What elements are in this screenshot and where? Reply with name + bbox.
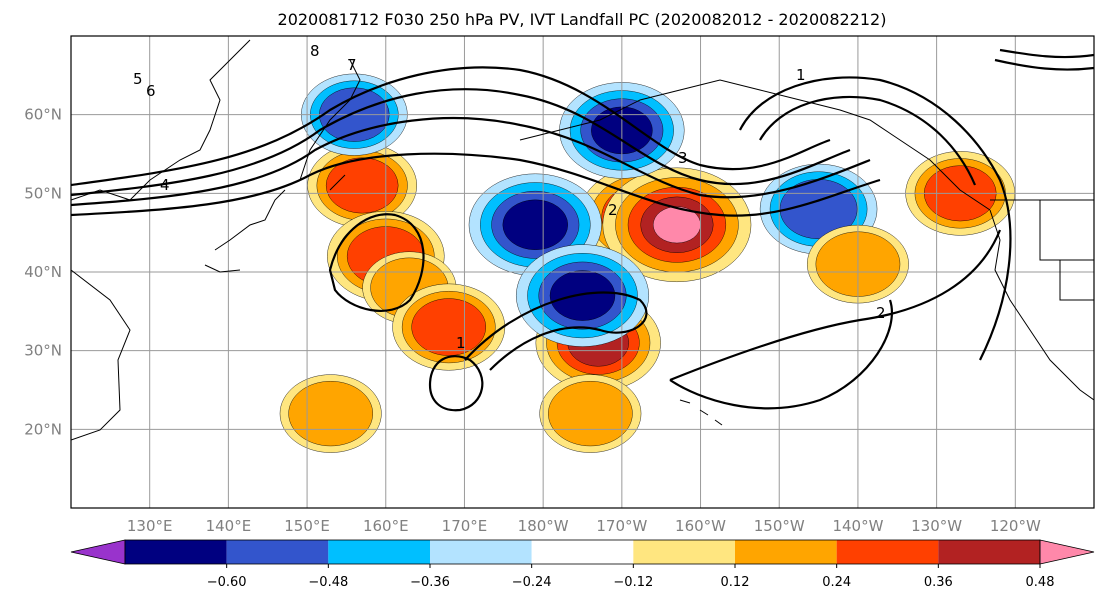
coastline-asia <box>71 39 251 441</box>
pv-anomaly-blob <box>325 157 399 214</box>
coastline-japan <box>204 189 286 273</box>
colorbar-tick-label: 0.36 <box>924 575 953 590</box>
pv-anomaly-blob <box>411 298 486 356</box>
colorbar-tick-label: −0.48 <box>308 575 348 590</box>
contour-label: 1 <box>796 66 806 84</box>
lon-tick-label: 140°E <box>206 517 252 535</box>
contour-jet-2 <box>71 88 851 197</box>
colorbar-tick-label: 0.24 <box>822 575 851 590</box>
lon-tick-label: 130°W <box>911 517 962 535</box>
coastline-hawaii <box>679 399 723 426</box>
lon-tick-label: 120°W <box>990 517 1041 535</box>
ivt-contours <box>71 48 1094 412</box>
lon-tick-label: 130°E <box>127 517 173 535</box>
contour-labels: 8 7 6 5 4 3 2 1 1 2 <box>133 42 886 352</box>
longitude-labels: 130°E 140°E 150°E 160°E 170°E 180°W 170°W 160°W… <box>127 517 1041 535</box>
lon-tick-label: 170°W <box>596 517 647 535</box>
figure-title: 2020081712 F030 250 hPa PV, IVT Landfall… <box>278 10 887 29</box>
pv-anomaly-layer <box>279 73 1016 453</box>
map-frame-border <box>70 35 1095 509</box>
colorbar-extend-low <box>70 539 126 565</box>
lat-tick-label: 50°N <box>24 184 62 202</box>
contour-label: 6 <box>146 82 156 100</box>
colorbar-extend-high <box>1039 539 1095 565</box>
coastline-north-america <box>989 209 1094 401</box>
lon-tick-label: 160°E <box>363 517 409 535</box>
contour-jet-4 <box>71 152 881 217</box>
lon-tick-label: 140°W <box>832 517 883 535</box>
colorbar-tick-label: −0.12 <box>613 575 653 590</box>
contour-typhoon <box>428 355 484 412</box>
lat-tick-label: 20°N <box>24 420 62 438</box>
contour-cutoff-low <box>328 213 425 312</box>
contour-label: 3 <box>678 149 688 167</box>
contour-jet-1 <box>71 66 831 187</box>
colorbar-segment <box>226 540 329 564</box>
colorbar-tick-label: −0.36 <box>410 575 450 590</box>
colorbar-segment <box>836 540 939 564</box>
lon-tick-label: 160°W <box>675 517 726 535</box>
graticule <box>71 36 1094 508</box>
contour-east-pacific <box>669 229 1002 410</box>
coastline-alaska <box>519 79 991 211</box>
colorbar-segment <box>938 540 1040 564</box>
lon-tick-label: 150°W <box>754 517 805 535</box>
colorbar-tick-label: 0.48 <box>1026 575 1055 590</box>
lat-tick-label: 40°N <box>24 263 62 281</box>
colorbar-border <box>124 539 1041 565</box>
contour-label: 2 <box>608 201 618 219</box>
colorbar-segment <box>633 540 735 564</box>
colorbar-segment <box>328 540 430 564</box>
colorbar-segment <box>735 540 837 564</box>
colorbar-tick-label: −0.24 <box>512 575 552 590</box>
coastlines <box>71 39 1094 441</box>
colorbar-segment <box>125 540 227 564</box>
contour-label: 5 <box>133 70 143 88</box>
contour-label: 1 <box>456 334 466 352</box>
contour-ridge-1 <box>739 76 1012 361</box>
colorbar <box>70 539 1095 565</box>
colorbar-segment <box>430 540 532 564</box>
contour-label: 4 <box>160 176 170 194</box>
contour-ridge-2 <box>759 95 977 186</box>
colorbar-tick-label: 0.12 <box>721 575 750 590</box>
contour-subtropical <box>464 291 648 371</box>
contour-label: 8 <box>310 42 320 60</box>
pv-anomaly-blob <box>549 270 616 321</box>
pv-anomaly-blob <box>288 381 373 447</box>
lon-tick-label: 150°E <box>284 517 330 535</box>
colorbar-segment <box>531 540 634 564</box>
contour-jet-3 <box>71 117 871 207</box>
colorbar-tick-labels: −0.60 −0.48 −0.36 −0.24 −0.12 0.12 0.24 0.36 0.4… <box>207 564 1055 590</box>
pv-anomaly-blob <box>548 381 633 447</box>
lon-tick-label: 180°W <box>518 517 569 535</box>
contour-label: 7 <box>347 56 357 74</box>
contour-label: 2 <box>876 304 886 322</box>
pv-anomaly-blob <box>502 199 568 250</box>
latitude-labels: 20°N 30°N 40°N 50°N 60°N <box>24 106 62 439</box>
lat-tick-label: 60°N <box>24 106 62 124</box>
lon-tick-label: 170°E <box>442 517 488 535</box>
contour-far-ne <box>994 48 1094 71</box>
colorbar-tick-label: −0.60 <box>207 575 247 590</box>
lat-tick-label: 30°N <box>24 342 62 360</box>
